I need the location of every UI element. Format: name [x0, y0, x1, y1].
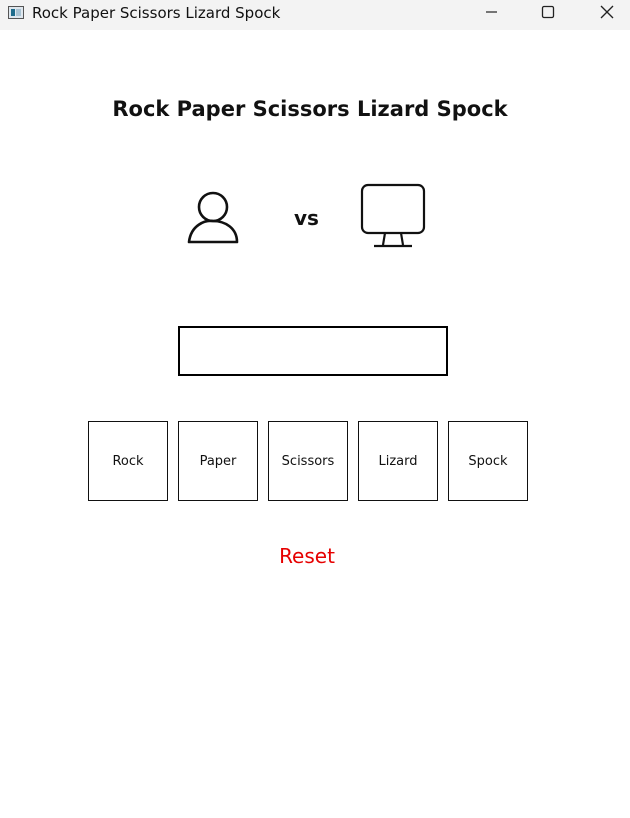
- game-title: Rock Paper Scissors Lizard Spock: [112, 97, 508, 121]
- window-title: Rock Paper Scissors Lizard Spock: [32, 4, 281, 22]
- rock-button[interactable]: Rock: [88, 421, 168, 501]
- maximize-icon: [541, 5, 555, 19]
- paper-button[interactable]: Paper: [178, 421, 258, 501]
- scissors-button[interactable]: Scissors: [268, 421, 348, 501]
- result-display: [178, 326, 448, 376]
- maximize-button[interactable]: [525, 0, 571, 30]
- reset-button[interactable]: Reset: [279, 544, 335, 568]
- app-icon: [8, 6, 24, 19]
- versus-label: vs: [294, 206, 319, 230]
- monitor-icon: [360, 183, 426, 248]
- lizard-button[interactable]: Lizard: [358, 421, 438, 501]
- title-bar: Rock Paper Scissors Lizard Spock: [0, 0, 630, 30]
- minimize-icon: [486, 11, 497, 13]
- spock-button[interactable]: Spock: [448, 421, 528, 501]
- person-icon: [187, 191, 239, 244]
- close-button[interactable]: [584, 0, 630, 30]
- close-icon: [600, 5, 614, 19]
- minimize-button[interactable]: [468, 0, 514, 30]
